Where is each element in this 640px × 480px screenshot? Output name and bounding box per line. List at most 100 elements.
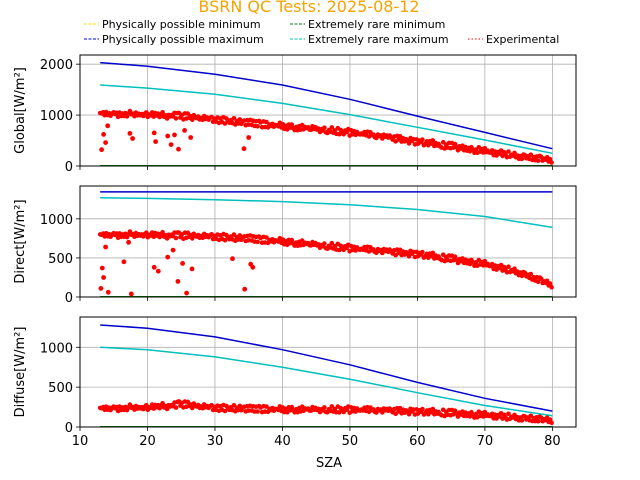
data-point (165, 254, 171, 260)
x-tick-label: 80 (544, 434, 561, 449)
x-tick-label: 40 (274, 434, 291, 449)
axes-frame (79, 316, 577, 428)
data-point (185, 399, 191, 405)
series-line-ermax (100, 196, 553, 229)
y-tick-label: 500 (48, 252, 73, 267)
data-point (547, 281, 553, 286)
plot-area (97, 324, 554, 427)
y-axis-label: Direct[W/m²] (13, 199, 28, 283)
data-point (160, 401, 165, 406)
y-tick-label: 0 (65, 160, 73, 175)
data-point (512, 266, 517, 272)
data-point (121, 259, 127, 265)
data-point (222, 237, 228, 243)
data-point (322, 405, 327, 410)
data-point (170, 247, 176, 253)
data-point (190, 236, 195, 241)
data-point (99, 265, 105, 271)
data-point (255, 239, 260, 245)
data-point (535, 419, 541, 424)
data-point (250, 264, 256, 270)
data-point (289, 122, 295, 127)
data-point (160, 230, 165, 235)
legend-entry: Experimental (468, 33, 559, 46)
series-line-ppmax (100, 61, 553, 150)
data-point (175, 279, 181, 284)
data-point (173, 116, 179, 121)
series-experimental (97, 399, 554, 426)
data-point (173, 235, 179, 241)
y-tick-label: 1000 (40, 213, 73, 228)
axes-frame (79, 54, 577, 167)
data-point (105, 123, 111, 129)
legend-entry: Extremely rare minimum (290, 18, 445, 31)
data-point (506, 264, 511, 270)
data-point (101, 132, 106, 137)
y-tick-label: 0 (65, 421, 73, 436)
series-line-ermax (100, 346, 553, 417)
data-point (151, 264, 157, 270)
panel: 0 1000 2000 Global[W/m²] (13, 54, 577, 175)
data-point (103, 140, 108, 146)
data-point (535, 279, 541, 285)
data-point (189, 266, 195, 272)
data-point (98, 286, 104, 291)
plot-area (97, 191, 554, 297)
data-point (519, 273, 525, 279)
data-point (99, 147, 104, 153)
data-point (127, 131, 133, 136)
series-experimental (97, 229, 554, 297)
legend-label: Experimental (486, 33, 559, 46)
data-point (255, 409, 260, 414)
data-point (188, 135, 194, 140)
y-tick-label: 2000 (40, 58, 73, 73)
data-point (242, 286, 248, 292)
legend-entry: Physically possible minimum (84, 18, 261, 31)
data-point (519, 418, 525, 423)
data-point (549, 284, 554, 290)
data-point (105, 289, 111, 295)
data-point (322, 241, 327, 246)
legend: Physically possible minimum Physically po… (84, 18, 559, 46)
y-axis-label: Global[W/m²] (13, 67, 28, 154)
data-point (255, 124, 260, 129)
data-point (153, 139, 159, 145)
legend-entry: Extremely rare maximum (290, 33, 449, 46)
x-axis-label: SZA (316, 456, 342, 471)
y-tick-label: 0 (65, 291, 73, 306)
y-tick-label: 500 (48, 381, 73, 396)
data-point (222, 121, 228, 126)
data-point (506, 149, 511, 154)
x-tick-label: 10 (72, 434, 89, 449)
y-axis-label: Diffuse[W/m²] (13, 327, 28, 418)
data-point (329, 125, 335, 130)
legend-label: Extremely rare maximum (308, 33, 449, 46)
data-point (544, 278, 550, 284)
data-point (535, 158, 541, 163)
data-point (176, 146, 181, 152)
legend-label: Physically possible maximum (102, 33, 264, 46)
data-point (406, 253, 412, 259)
panels: 010002000Global[W/m²]05001000Direct[W/m²… (13, 54, 577, 449)
data-point (420, 406, 425, 412)
data-point (130, 136, 136, 141)
panel: 0 500 1000 Direct[W/m²] (13, 185, 577, 306)
data-point (406, 411, 412, 417)
plot-area (97, 61, 554, 166)
legend-label: Extremely rare minimum (308, 18, 445, 31)
data-point (151, 130, 157, 136)
data-point (329, 404, 335, 409)
data-point (549, 420, 554, 426)
data-point (519, 156, 525, 162)
x-tick-label: 50 (342, 434, 359, 449)
chart-title: BSRN QC Tests: 2025-08-12 (198, 0, 419, 16)
y-tick-label: 1000 (40, 109, 73, 124)
data-point (420, 137, 425, 142)
data-point (165, 133, 171, 139)
x-tick-label: 20 (139, 434, 156, 449)
series-experimental (97, 108, 554, 165)
data-point (482, 258, 488, 264)
legend-label: Physically possible minimum (102, 18, 261, 31)
x-tick-label: 60 (409, 434, 426, 449)
